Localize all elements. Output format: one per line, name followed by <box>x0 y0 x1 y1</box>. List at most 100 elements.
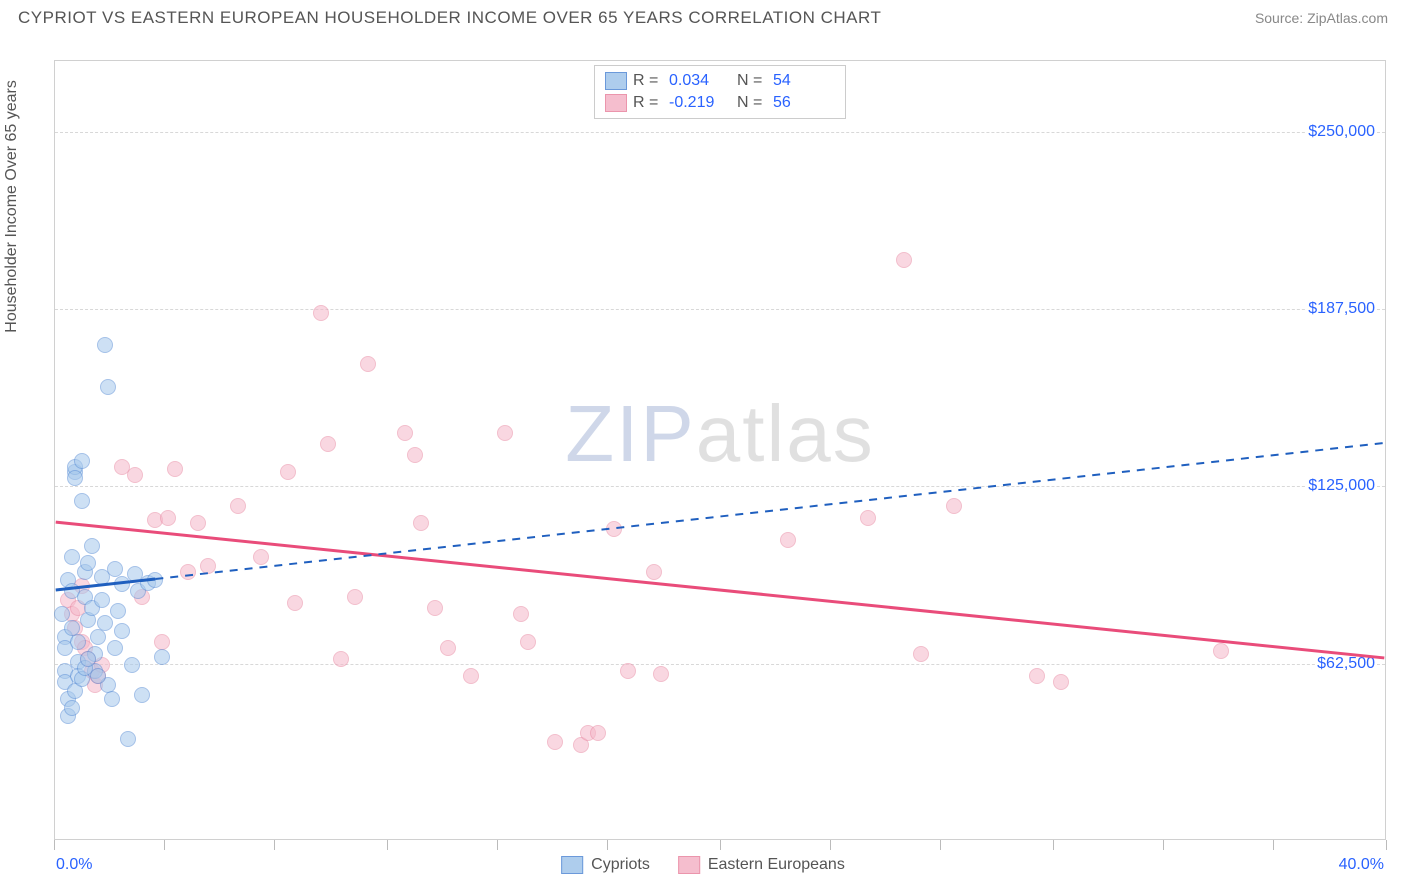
data-point <box>97 337 113 353</box>
data-point <box>190 515 206 531</box>
data-point <box>64 700 80 716</box>
legend-row-eastern: R = -0.219 N = 56 <box>605 92 835 114</box>
data-point <box>620 663 636 679</box>
data-point <box>230 498 246 514</box>
data-point <box>333 651 349 667</box>
x-tick <box>1163 840 1164 850</box>
trend-lines <box>55 61 1385 839</box>
data-point <box>606 521 622 537</box>
data-point <box>200 558 216 574</box>
data-point <box>54 606 70 622</box>
data-point <box>94 592 110 608</box>
data-point <box>180 564 196 580</box>
chart-title: CYPRIOT VS EASTERN EUROPEAN HOUSEHOLDER … <box>18 8 881 28</box>
data-point <box>360 356 376 372</box>
data-point <box>347 589 363 605</box>
x-tick <box>1273 840 1274 850</box>
data-point <box>154 649 170 665</box>
series-legend: Cypriots Eastern Europeans <box>561 856 845 874</box>
data-point <box>780 532 796 548</box>
source-label: Source: ZipAtlas.com <box>1255 10 1388 26</box>
grid-line <box>55 132 1385 133</box>
grid-line <box>55 664 1385 665</box>
data-point <box>896 252 912 268</box>
data-point <box>287 595 303 611</box>
x-tick <box>164 840 165 850</box>
y-tick-label: $125,000 <box>1306 477 1377 495</box>
x-tick <box>720 840 721 850</box>
data-point <box>107 561 123 577</box>
x-tick <box>607 840 608 850</box>
x-axis-max-label: 40.0% <box>1339 856 1384 874</box>
x-axis-min-label: 0.0% <box>56 856 92 874</box>
y-tick-label: $187,500 <box>1306 300 1377 318</box>
data-point <box>590 725 606 741</box>
data-point <box>463 668 479 684</box>
legend-row-cypriots: R = 0.034 N = 54 <box>605 70 835 92</box>
data-point <box>497 425 513 441</box>
data-point <box>114 623 130 639</box>
data-point <box>80 555 96 571</box>
data-point <box>74 453 90 469</box>
data-point <box>67 470 83 486</box>
x-tick <box>1386 840 1387 850</box>
grid-line <box>55 486 1385 487</box>
swatch-cypriots <box>605 72 627 90</box>
x-tick <box>1053 840 1054 850</box>
data-point <box>90 668 106 684</box>
data-point <box>74 493 90 509</box>
legend-item-eastern: Eastern Europeans <box>678 856 845 874</box>
grid-line <box>55 309 1385 310</box>
data-point <box>64 549 80 565</box>
x-tick <box>387 840 388 850</box>
data-point <box>127 467 143 483</box>
x-tick <box>830 840 831 850</box>
scatter-chart: ZIPatlas R = 0.034 N = 54 R = -0.219 N =… <box>54 60 1386 840</box>
legend-item-cypriots: Cypriots <box>561 856 650 874</box>
data-point <box>547 734 563 750</box>
watermark: ZIPatlas <box>565 388 874 480</box>
data-point <box>110 603 126 619</box>
data-point <box>520 634 536 650</box>
data-point <box>397 425 413 441</box>
data-point <box>70 634 86 650</box>
data-point <box>313 305 329 321</box>
x-tick <box>940 840 941 850</box>
x-tick <box>274 840 275 850</box>
data-point <box>413 515 429 531</box>
y-axis-title: Householder Income Over 65 years <box>3 80 21 333</box>
y-tick-label: $250,000 <box>1306 123 1377 141</box>
data-point <box>90 629 106 645</box>
data-point <box>860 510 876 526</box>
data-point <box>913 646 929 662</box>
data-point <box>124 657 140 673</box>
data-point <box>1029 668 1045 684</box>
data-point <box>107 640 123 656</box>
data-point <box>120 731 136 747</box>
x-tick <box>54 840 55 850</box>
data-point <box>100 379 116 395</box>
data-point <box>167 461 183 477</box>
data-point <box>104 691 120 707</box>
data-point <box>253 549 269 565</box>
data-point <box>946 498 962 514</box>
data-point <box>440 640 456 656</box>
data-point <box>1053 674 1069 690</box>
y-tick-label: $62,500 <box>1315 655 1377 673</box>
data-point <box>427 600 443 616</box>
data-point <box>320 436 336 452</box>
data-point <box>97 615 113 631</box>
swatch-eastern-icon <box>678 856 700 874</box>
data-point <box>134 687 150 703</box>
data-point <box>407 447 423 463</box>
correlation-legend: R = 0.034 N = 54 R = -0.219 N = 56 <box>594 65 846 119</box>
swatch-cypriots-icon <box>561 856 583 874</box>
data-point <box>84 538 100 554</box>
data-point <box>280 464 296 480</box>
data-point <box>1213 643 1229 659</box>
data-point <box>80 651 96 667</box>
data-point <box>653 666 669 682</box>
data-point <box>513 606 529 622</box>
swatch-eastern <box>605 94 627 112</box>
data-point <box>147 572 163 588</box>
